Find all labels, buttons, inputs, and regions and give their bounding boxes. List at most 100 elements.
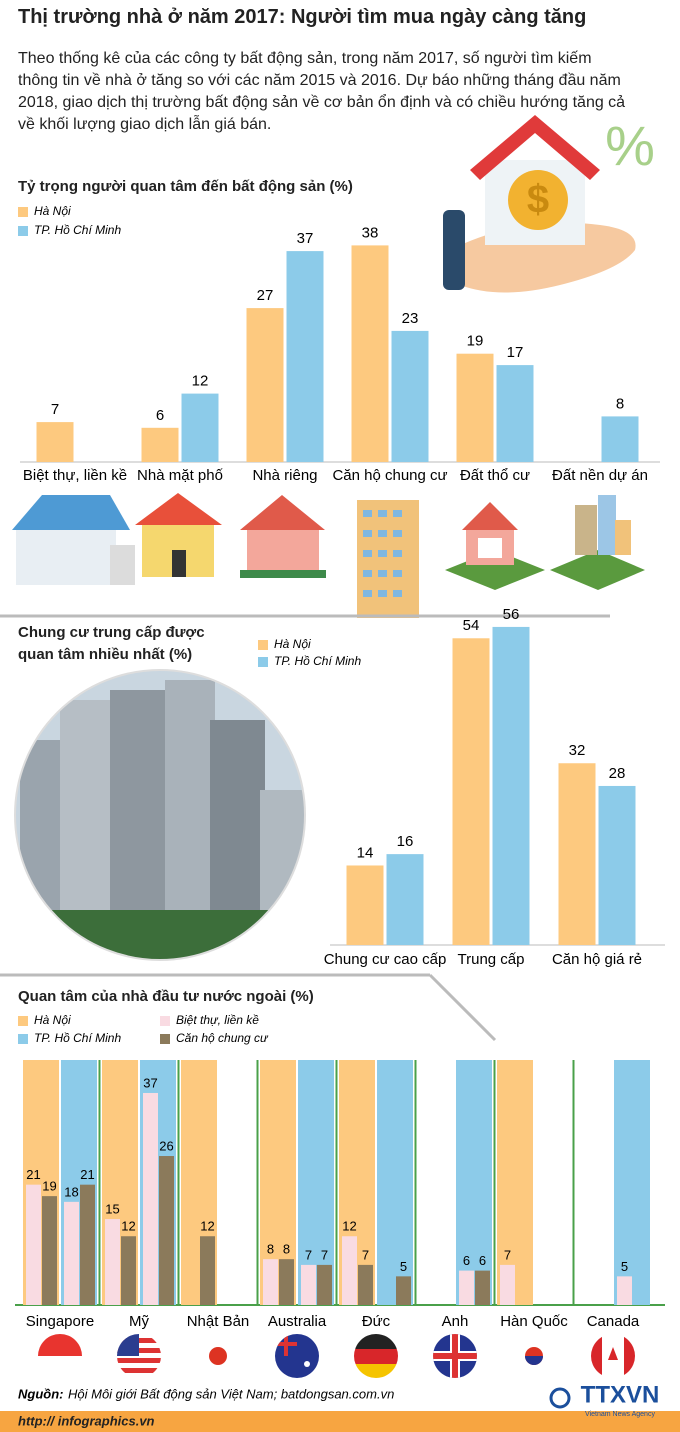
logo-mark (549, 1387, 571, 1409)
value-label: 18 (64, 1184, 78, 1199)
legend-label: Hà Nội (34, 1013, 71, 1027)
value-label: 26 (159, 1138, 173, 1153)
bar (598, 785, 636, 945)
bar (143, 1092, 158, 1305)
bar (36, 422, 74, 462)
value-label: 54 (463, 617, 480, 634)
legend-label: TP. Hồ Chí Minh (274, 654, 361, 668)
photo-frame (14, 669, 306, 961)
x-tick-label: Đức (362, 1313, 391, 1330)
bar (346, 865, 384, 945)
bar (351, 245, 389, 462)
bar (105, 1219, 120, 1305)
legend-swatch (18, 1016, 28, 1026)
value-label: 6 (156, 407, 164, 424)
bar (396, 1276, 411, 1305)
chart-title: Chung cư trung cấp được quan tâm nhiều n… (18, 624, 205, 663)
photo (15, 670, 305, 960)
value-label: 5 (621, 1259, 628, 1274)
footer-bar (0, 1411, 680, 1432)
legend-label: Hà Nội (34, 204, 71, 218)
house-icons (12, 493, 645, 618)
value-label: 8 (267, 1242, 274, 1257)
legend-swatch (18, 207, 28, 217)
bar (358, 1264, 373, 1305)
city-band (456, 1060, 492, 1305)
legend-swatch (18, 226, 28, 236)
bar (301, 1264, 316, 1305)
bar (617, 1276, 632, 1305)
x-tick-label: Nhà riêng (252, 467, 317, 484)
intro: Theo thống kê của các công ty bất động s… (18, 50, 626, 133)
bar (459, 1270, 474, 1305)
value-label: 12 (200, 1219, 214, 1234)
value-label: 28 (609, 765, 626, 782)
value-label: 17 (507, 344, 524, 361)
value-label: 23 (402, 310, 419, 327)
value-label: 7 (51, 401, 59, 418)
value-label: 19 (42, 1179, 56, 1194)
city-band (614, 1060, 650, 1305)
x-tick-label: Chung cư cao cấp (324, 951, 447, 968)
value-label: 21 (80, 1167, 94, 1182)
logo-subtitle: Vietnam News Agency (585, 1411, 655, 1418)
city-band (298, 1060, 334, 1305)
value-label: 37 (143, 1075, 157, 1090)
value-label: 7 (321, 1247, 328, 1262)
legend-swatch (160, 1016, 170, 1026)
value-label: 16 (397, 833, 414, 850)
value-label: 14 (357, 844, 374, 861)
legend-swatch (258, 657, 268, 667)
value-label: 8 (283, 1242, 290, 1257)
bar (452, 638, 490, 945)
value-label: 7 (305, 1247, 312, 1262)
legend-swatch (258, 640, 268, 650)
bar (80, 1184, 95, 1305)
bar (492, 626, 530, 945)
value-label: 15 (105, 1201, 119, 1216)
value-label: 37 (297, 230, 314, 247)
value-label: 7 (504, 1247, 511, 1262)
value-label: 38 (362, 224, 379, 241)
bar (601, 416, 639, 462)
source: Hội Môi giới Bất động sản Việt Nam; batd… (68, 1386, 394, 1401)
chart-title: Quan tâm của nhà đầu tư nước ngoài (%) (18, 988, 314, 1005)
url: http:// infographics.vn (18, 1413, 155, 1428)
bar (26, 1184, 41, 1305)
x-tick-label: Đất nền dự án (552, 467, 648, 484)
legend-label: Căn hộ chung cư (176, 1031, 269, 1045)
separator (428, 973, 497, 1042)
value-label: 8 (616, 395, 624, 412)
x-tick-label: Mỹ (129, 1313, 149, 1330)
x-tick-label: Australia (268, 1313, 327, 1330)
value-label: 12 (192, 373, 209, 390)
bar (159, 1156, 174, 1305)
bar (263, 1259, 278, 1305)
value-label: 12 (121, 1219, 135, 1234)
source-label: Nguồn: (18, 1386, 63, 1401)
chart-title: Tỷ trọng người quan tâm đến bất động sản… (18, 178, 353, 195)
bar (181, 393, 219, 462)
svg-text:$: $ (527, 178, 549, 222)
bar (456, 353, 494, 462)
legend-swatch (18, 1034, 28, 1044)
city-band (497, 1060, 533, 1305)
x-tick-label: Hàn Quốc (500, 1313, 568, 1330)
value-label: 32 (569, 742, 586, 759)
bar (246, 308, 284, 462)
x-tick-label: Nhà mặt phố (137, 467, 224, 484)
bar (558, 763, 596, 945)
value-label: 19 (467, 333, 484, 350)
x-tick-label: Canada (587, 1313, 640, 1330)
value-label: 27 (257, 287, 274, 304)
x-tick-label: Biệt thự, liền kề (23, 467, 127, 484)
header-icon: $ % (443, 114, 655, 293)
x-tick-label: Căn hộ giá rẻ (552, 951, 642, 968)
bar (42, 1196, 57, 1305)
bar (64, 1201, 79, 1305)
bar (386, 854, 424, 945)
legend-swatch (160, 1034, 170, 1044)
value-label: 6 (479, 1253, 486, 1268)
x-tick-label: Đất thổ cư (460, 467, 530, 484)
